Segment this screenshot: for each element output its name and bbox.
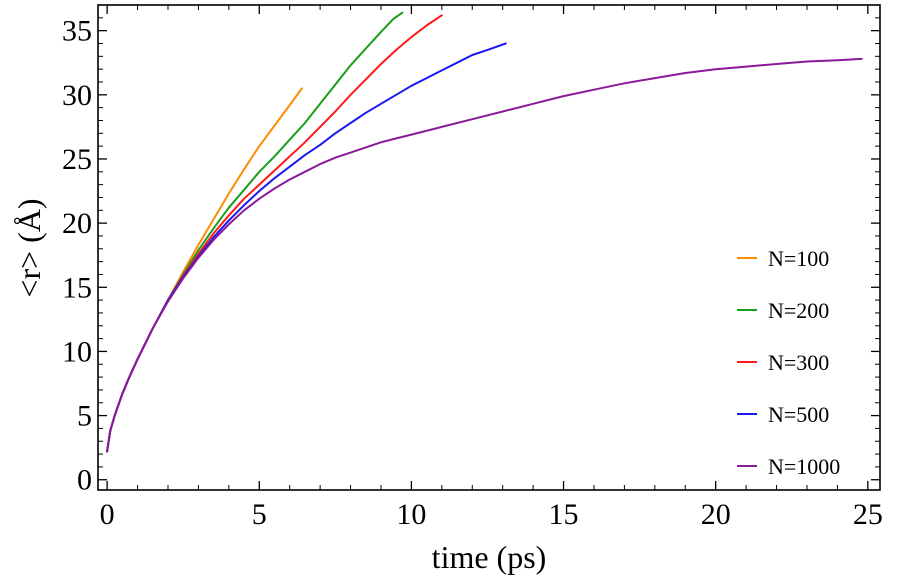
y-tick-label: 5 xyxy=(77,400,92,433)
y-tick-label: 15 xyxy=(62,271,92,304)
x-tick-label: 0 xyxy=(100,498,115,531)
series-line-n-500 xyxy=(106,42,507,453)
y-tick-label: 10 xyxy=(62,335,92,368)
axis-ticks xyxy=(98,5,880,490)
series-line-n-100 xyxy=(106,87,303,453)
tick-labels: 0 5 10 15 20 25 0 5 10 15 20 25 30 35 xyxy=(62,15,883,531)
x-tick-label: 5 xyxy=(252,498,267,531)
x-axis-label: time (ps) xyxy=(432,539,547,575)
y-tick-label: 20 xyxy=(62,207,92,240)
y-tick-label: 35 xyxy=(62,15,92,48)
series-group xyxy=(106,11,863,453)
series-line-n-1000 xyxy=(106,57,863,453)
legend-label: N=200 xyxy=(768,298,829,323)
legend-label: N=300 xyxy=(768,350,829,375)
legend-label: N=1000 xyxy=(768,454,840,479)
x-tick-label: 15 xyxy=(549,498,579,531)
legend-label: N=500 xyxy=(768,402,829,427)
x-tick-label: 10 xyxy=(396,498,426,531)
y-axis-label: <r> (Å) xyxy=(11,198,47,297)
y-tick-label: 30 xyxy=(62,79,92,112)
y-tick-label: 0 xyxy=(77,464,92,497)
legend: N=100 N=200 N=300 N=500 N=1000 xyxy=(737,246,840,479)
series-line-n-300 xyxy=(106,14,443,453)
x-tick-label: 25 xyxy=(853,498,883,531)
legend-label: N=100 xyxy=(768,246,829,271)
y-tick-label: 25 xyxy=(62,143,92,176)
plot-frame xyxy=(97,4,881,491)
series-line-n-200 xyxy=(106,11,404,453)
x-tick-label: 20 xyxy=(701,498,731,531)
